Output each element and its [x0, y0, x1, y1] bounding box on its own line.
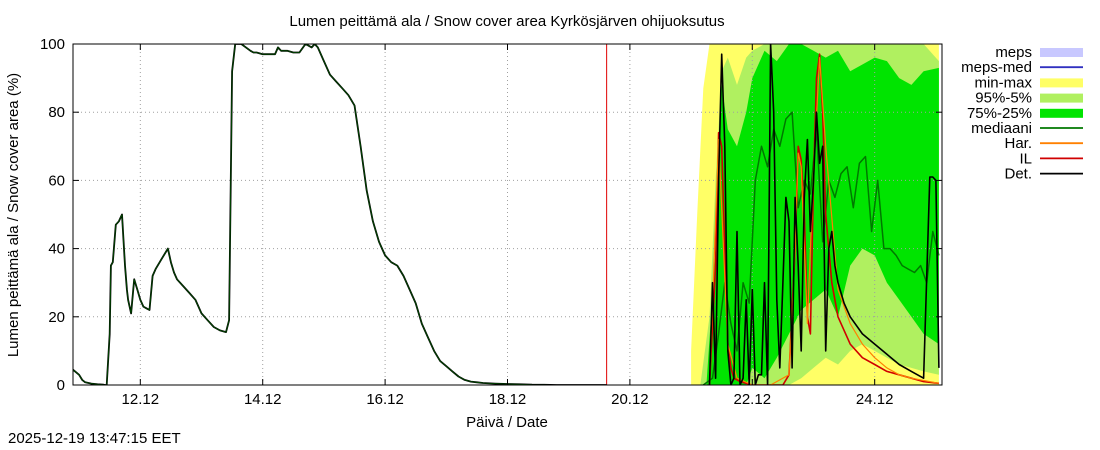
y-tick-label: 0 — [57, 377, 65, 394]
y-tick-label: 20 — [48, 309, 65, 326]
x-axis-label: Päivä / Date — [466, 414, 548, 431]
y-tick-label: 60 — [48, 172, 65, 189]
legend-swatch — [1040, 93, 1083, 103]
legend-swatch — [1040, 108, 1083, 118]
legend-label: 95%-5% — [975, 90, 1032, 107]
x-tick-label: 14.12 — [244, 391, 282, 408]
x-tick-label: 22.12 — [734, 391, 772, 408]
x-tick-label: 12.12 — [122, 391, 160, 408]
x-tick-label: 20.12 — [611, 391, 649, 408]
series-observed — [73, 44, 607, 385]
legend-label: min-max — [974, 74, 1032, 91]
x-tick-label: 18.12 — [489, 391, 527, 408]
legend-label: meps-med — [961, 59, 1032, 76]
x-tick-label: 16.12 — [366, 391, 404, 408]
series-har — [708, 56, 940, 385]
y-tick-label: 40 — [48, 241, 65, 258]
chart-title: Lumen peittämä ala / Snow cover area Kyr… — [289, 13, 724, 30]
legend-label: 75%-25% — [967, 105, 1032, 122]
y-axis-label: Lumen peittämä ala / Snow cover area (%) — [5, 73, 22, 357]
x-tick-label: 24.12 — [856, 391, 894, 408]
legend-label: mediaani — [971, 120, 1032, 137]
series-mediaani — [702, 111, 940, 385]
legend-label: Det. — [1004, 166, 1032, 183]
legend-label: IL — [1019, 150, 1032, 167]
series-il — [708, 53, 939, 385]
legend-swatch — [1040, 48, 1083, 57]
series-det — [708, 44, 940, 385]
legend-label: Har. — [1004, 135, 1032, 152]
y-tick-label: 80 — [48, 104, 65, 121]
y-tick-label: 100 — [40, 36, 65, 53]
legend-label: meps — [995, 44, 1032, 61]
series-observed-overlay — [73, 44, 607, 385]
legend-swatch — [1040, 78, 1083, 88]
generated-timestamp: 2025-12-19 13:47:15 EET — [8, 430, 181, 447]
